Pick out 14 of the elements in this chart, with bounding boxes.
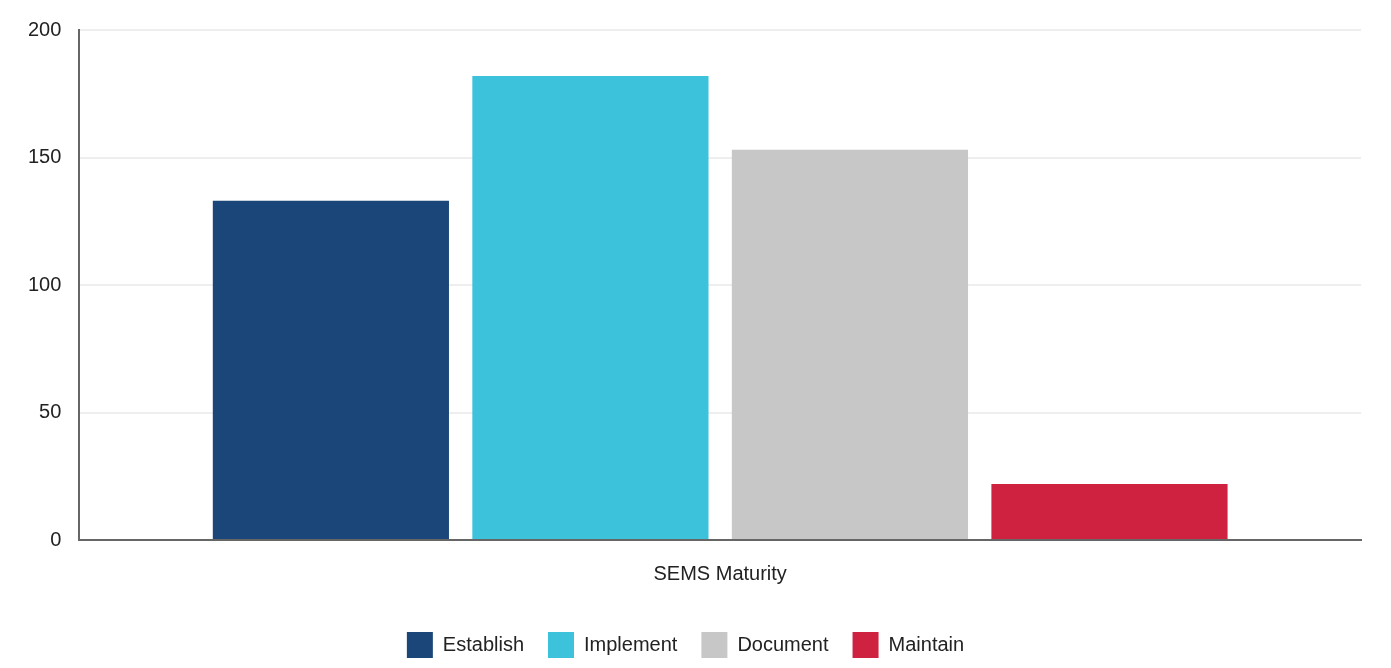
x-tick-label: SEMS Maturity xyxy=(653,561,787,584)
legend-label: Establish xyxy=(442,632,525,655)
y-tick-label: 50 xyxy=(39,400,62,423)
bar xyxy=(991,483,1228,539)
legend-label: Implement xyxy=(584,632,678,655)
y-tick-label: 200 xyxy=(27,17,62,40)
legend-label: Maintain xyxy=(888,632,965,655)
legend-label: Document xyxy=(737,632,829,655)
y-tick-label: 100 xyxy=(27,272,62,295)
y-tick-label: 150 xyxy=(27,145,62,168)
bar xyxy=(472,75,709,539)
y-tick-label: 0 xyxy=(50,527,62,550)
bar xyxy=(212,200,449,539)
bar xyxy=(731,149,969,539)
